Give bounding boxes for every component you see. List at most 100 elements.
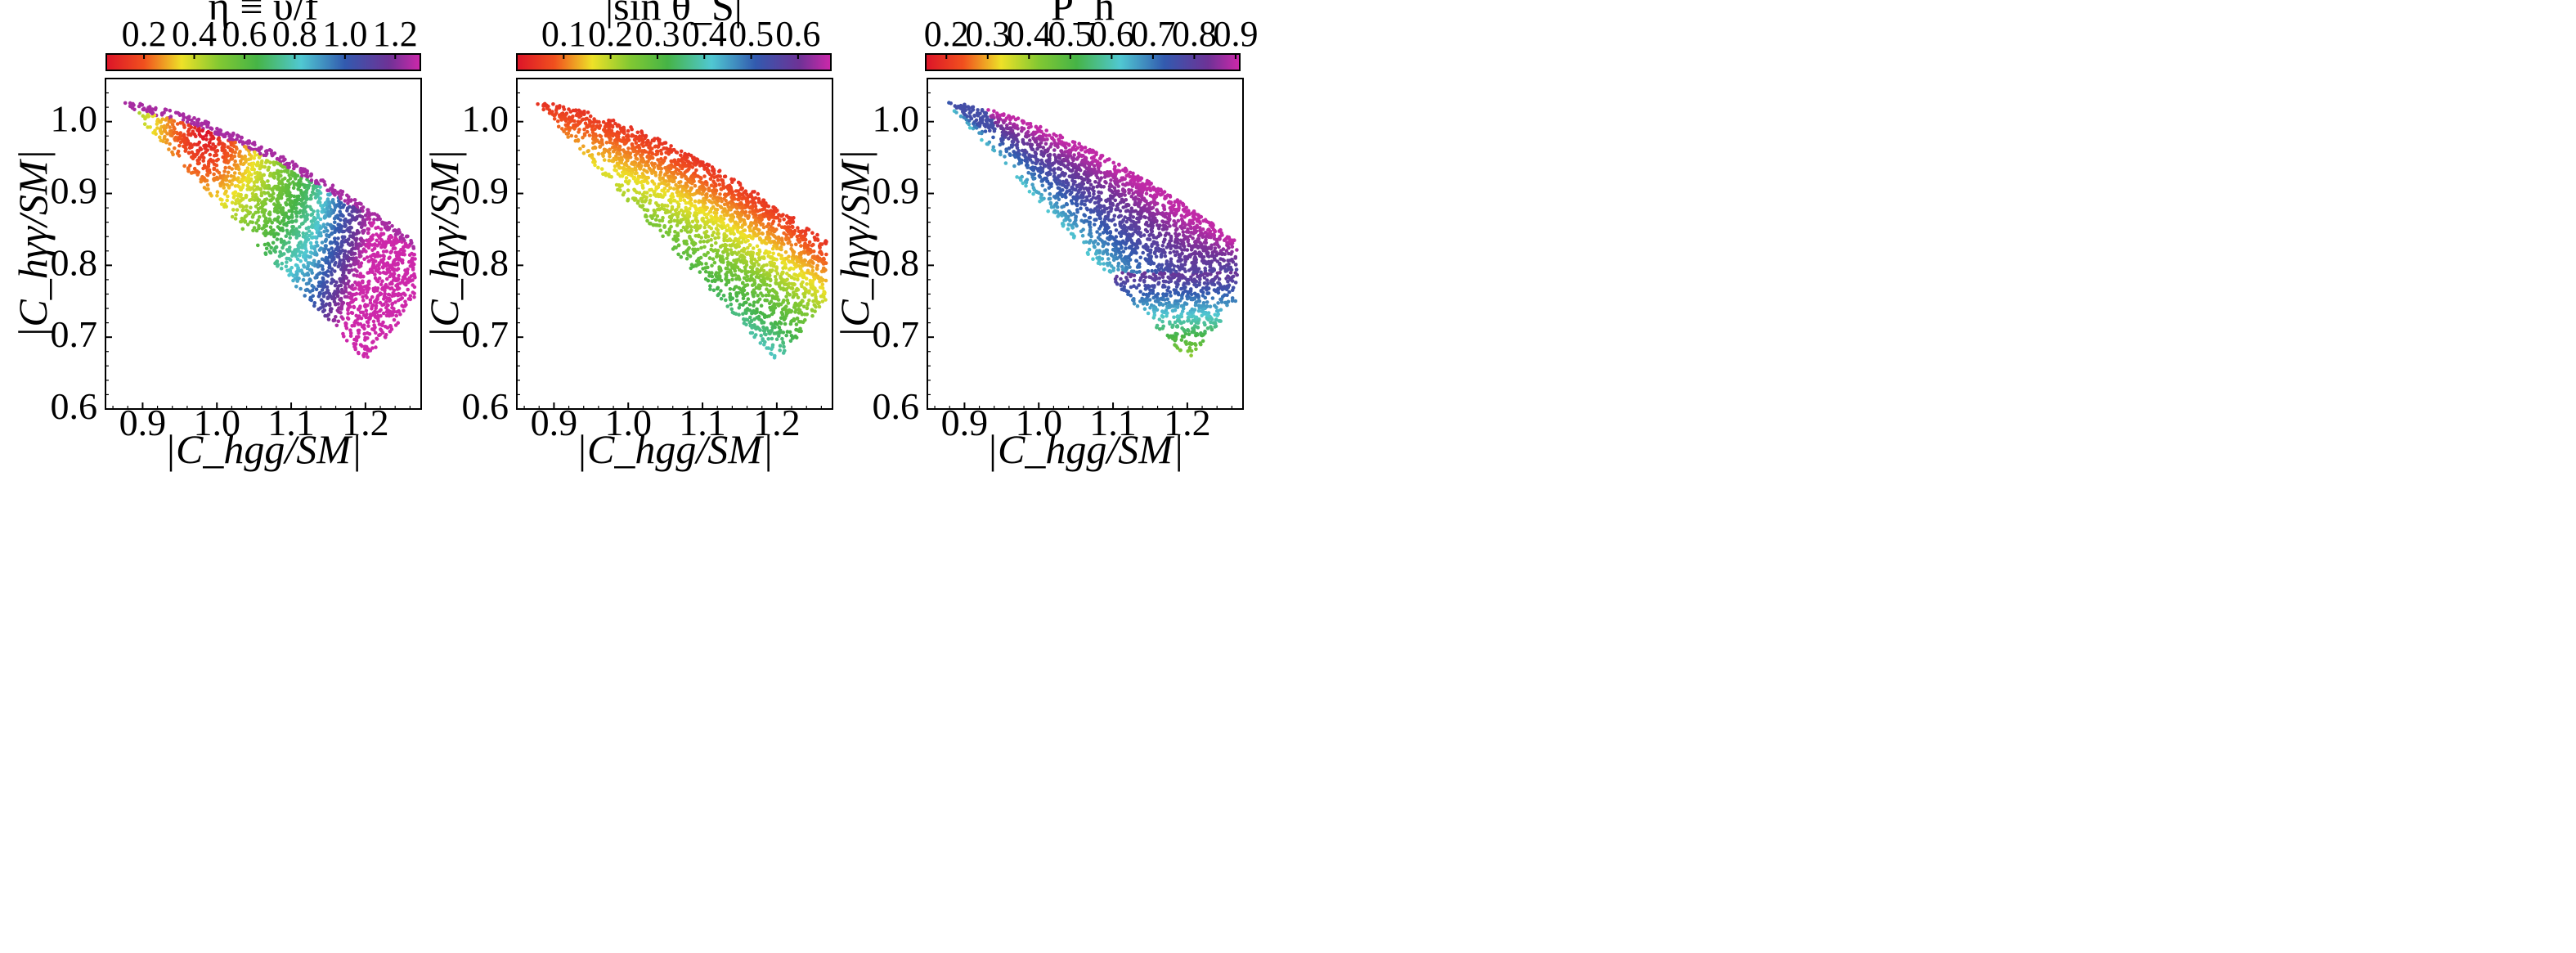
scatter-point (333, 193, 337, 197)
scatter-point (710, 233, 715, 238)
scatter-point (669, 219, 673, 223)
scatter-point (745, 291, 750, 296)
scatter-point (387, 235, 392, 239)
scatter-point (365, 330, 370, 335)
scatter-point (295, 279, 300, 283)
scatter-point (160, 117, 165, 121)
scatter-point (365, 312, 369, 317)
scatter-point (283, 176, 287, 181)
scatter-point (700, 217, 704, 221)
scatter-point (330, 190, 335, 194)
scatter-point (226, 170, 231, 175)
scatter-point (285, 228, 289, 233)
scatter-point (281, 159, 286, 163)
scatter-point (213, 130, 218, 134)
scatter-point (353, 286, 357, 290)
scatter-point (266, 191, 271, 195)
scatter-point (305, 213, 310, 217)
scatter-point (195, 148, 200, 153)
scatter-point (679, 180, 683, 184)
scatter-point (276, 215, 280, 219)
scatter-point (307, 229, 312, 233)
scatter-point (336, 254, 341, 259)
scatter-point (330, 232, 334, 236)
scatter-point (266, 159, 270, 164)
scatter-point (350, 209, 354, 214)
colorbar-tick-label: 0.6 (775, 14, 820, 54)
scatter-point (361, 310, 366, 315)
scatter-point (366, 348, 371, 353)
scatter-point (381, 265, 385, 270)
scatter-point (286, 249, 290, 254)
scatter-point (269, 199, 273, 203)
scatter-point (626, 158, 630, 163)
scatter-point (324, 303, 328, 308)
scatter-point (299, 250, 304, 254)
scatter-point (719, 296, 724, 301)
scatter-point (334, 315, 338, 319)
scatter-point (771, 310, 776, 315)
scatter-point (273, 246, 277, 250)
scatter-point (173, 146, 177, 151)
scatter-point (702, 245, 707, 249)
scatter-point (756, 263, 761, 267)
scatter-point (740, 254, 745, 259)
scatter-point (361, 280, 365, 285)
scatter-point (229, 141, 233, 145)
scatter-point (713, 248, 718, 253)
scatter-point (218, 138, 222, 143)
scatter-point (741, 312, 745, 317)
scatter-point (256, 243, 260, 248)
scatter-point (333, 220, 337, 225)
scatter-point (190, 145, 194, 150)
scatter-point (324, 272, 329, 277)
scatter-point (250, 191, 255, 196)
scatter-point (248, 187, 253, 191)
scatter-point (772, 331, 777, 335)
scatter-point (201, 166, 205, 171)
scatter-point (252, 141, 257, 145)
scatter-point (379, 308, 383, 312)
scatter-point (281, 243, 286, 247)
scatter-point (285, 191, 289, 196)
scatter-point (774, 281, 779, 285)
scatter-point (357, 209, 362, 214)
scatter-point (794, 322, 799, 326)
scatter-point (567, 115, 572, 119)
scatter-point (408, 294, 413, 299)
scatter-point (639, 164, 644, 169)
scatter-point (339, 250, 343, 254)
scatter-point (746, 297, 751, 301)
scatter-point (223, 165, 228, 170)
scatter-point (592, 119, 596, 124)
scatter-point (677, 184, 682, 188)
scatter-point (349, 293, 354, 298)
scatter-point (298, 214, 303, 219)
scatter-point (230, 214, 235, 219)
scatter-point (355, 282, 359, 287)
scatter-point (692, 251, 696, 255)
scatter-point (713, 278, 717, 283)
scatter-point (783, 249, 788, 254)
scatter-point (322, 282, 327, 287)
scatter-point (306, 237, 311, 242)
scatter-point (733, 220, 738, 225)
scatter-point (257, 215, 262, 219)
scatter-point (209, 127, 214, 131)
scatter-point (411, 266, 415, 270)
scatter-point (205, 172, 210, 177)
scatter-point (668, 174, 672, 178)
scatter-point (774, 277, 779, 282)
scatter-point (386, 227, 391, 232)
scatter-point (365, 295, 369, 300)
scatter-point (771, 263, 775, 268)
scatter-point (295, 263, 299, 268)
scatter-point (385, 276, 389, 281)
scatter-point (729, 302, 734, 307)
scatter-point (318, 217, 323, 222)
scatter-point (357, 252, 361, 257)
scatter-point (722, 196, 726, 201)
scatter-point (285, 198, 290, 202)
scatter-point (396, 321, 401, 326)
scatter-point (797, 307, 801, 312)
